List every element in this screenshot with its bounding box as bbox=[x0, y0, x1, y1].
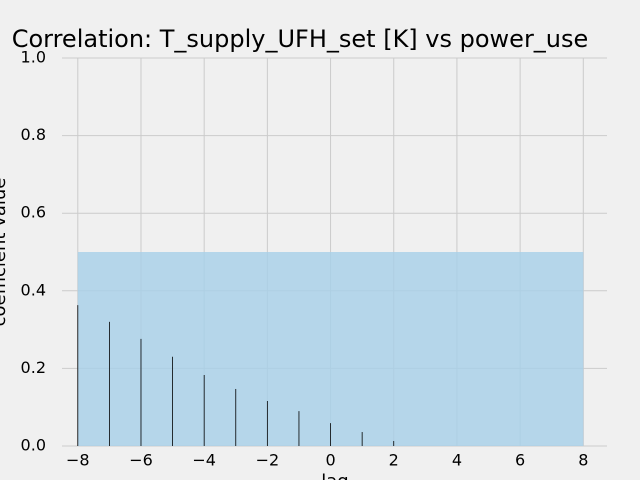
y-tick-label: 0.6 bbox=[21, 203, 46, 222]
y-tick-label: 1.0 bbox=[21, 48, 46, 67]
chart-title: Correlation: T_supply_UFH_set [K] vs pow… bbox=[12, 25, 589, 53]
x-tick-label: −2 bbox=[256, 451, 280, 470]
y-tick-label: 0.2 bbox=[21, 358, 46, 377]
x-tick-label: −8 bbox=[66, 451, 90, 470]
y-tick-label: 0.4 bbox=[21, 280, 46, 299]
y-axis-label: coefficient value bbox=[0, 178, 10, 327]
x-tick-label: 4 bbox=[452, 451, 462, 470]
x-tick-label: 8 bbox=[578, 451, 588, 470]
y-tick-label: 0.8 bbox=[21, 125, 46, 144]
x-tick-label: 6 bbox=[515, 451, 525, 470]
x-tick-label: 0 bbox=[325, 451, 335, 470]
y-tick-label: 0.0 bbox=[21, 436, 46, 455]
x-tick-label: −6 bbox=[129, 451, 153, 470]
x-axis-label: lag bbox=[321, 471, 348, 480]
shaded-region bbox=[77, 252, 584, 446]
x-tick-label: −4 bbox=[192, 451, 216, 470]
x-tick-label: 2 bbox=[389, 451, 399, 470]
